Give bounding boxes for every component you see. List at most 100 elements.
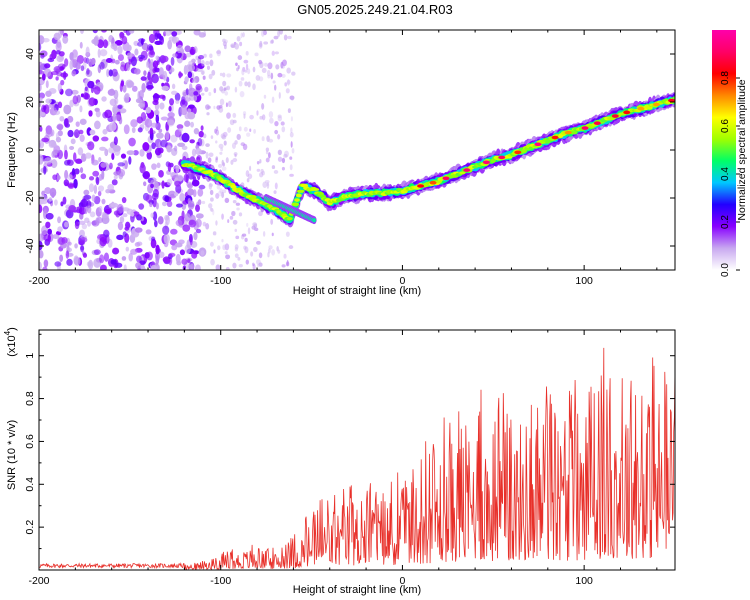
noise-blob (225, 254, 231, 260)
noise-blob (263, 94, 267, 99)
noise-blob (213, 105, 216, 110)
noise-blob (200, 69, 205, 75)
noise-blob (176, 260, 182, 266)
y-tick-label: 20 (24, 96, 36, 108)
noise-blob (221, 166, 227, 172)
noise-blob (152, 94, 161, 99)
noise-blob (117, 45, 123, 55)
noise-blob (88, 176, 95, 181)
noise-blob (66, 258, 73, 266)
noise-blob (140, 76, 147, 81)
noise-blob (112, 145, 121, 152)
noise-blob (214, 128, 217, 134)
track-peak (551, 135, 559, 140)
noise-blob (151, 73, 159, 84)
colorbar-axis: 0.0 0.2 0.4 0.6 0.8 (720, 71, 740, 277)
noise-blob (207, 157, 212, 163)
noise-blob (150, 58, 154, 68)
noise-blob (208, 92, 212, 96)
noise-blob (145, 106, 152, 114)
noise-blob (112, 113, 117, 123)
noise-blob (99, 254, 105, 264)
noise-blob (87, 141, 95, 151)
colorbar-tick-label: 0.4 (720, 167, 731, 181)
noise-blob (112, 247, 120, 255)
noise-blob (234, 43, 240, 50)
noise-blob (220, 147, 224, 152)
noise-blob (95, 110, 101, 118)
noise-blob (80, 244, 85, 253)
snr-scale-prefix: (x10 (6, 335, 18, 356)
noise-blob (80, 93, 84, 98)
noise-blob (176, 44, 184, 54)
colorbar-label: Normalized spectral amplitude (736, 79, 748, 220)
noise-blob (234, 244, 239, 250)
spectrogram-track (180, 92, 675, 228)
spectrogram-x-label: Height of straight line (km) (293, 285, 421, 297)
noise-blob (170, 228, 178, 235)
noise-blob (279, 30, 284, 35)
noise-blob (97, 48, 101, 59)
noise-blob (238, 212, 243, 217)
noise-blob (51, 49, 57, 60)
noise-blob (45, 221, 51, 229)
noise-blob (137, 127, 143, 133)
noise-blob (236, 133, 241, 141)
noise-blob (132, 149, 139, 156)
noise-blob (102, 128, 108, 135)
noise-blob (88, 183, 95, 193)
noise-blob (275, 64, 280, 70)
noise-blob (201, 200, 206, 205)
noise-blob (120, 153, 127, 159)
noise-blob (129, 30, 135, 34)
noise-blob (152, 60, 159, 69)
noise-blob (200, 125, 204, 131)
noise-blob (219, 72, 223, 77)
noise-blob (91, 194, 96, 202)
noise-blob (95, 217, 100, 226)
x-tick-label: -100 (210, 275, 231, 287)
noise-blob (45, 129, 53, 138)
noise-blob (138, 203, 145, 210)
noise-blob (255, 75, 261, 81)
noise-blob (268, 152, 271, 159)
noise-blob (184, 120, 191, 127)
noise-blob (225, 102, 228, 108)
noise-blob (136, 241, 143, 246)
noise-blob (66, 159, 74, 166)
noise-blob (202, 133, 207, 139)
noise-blob (175, 99, 180, 104)
noise-blob (82, 252, 88, 258)
noise-blob (119, 82, 123, 93)
noise-blob (224, 91, 229, 96)
noise-blob (117, 104, 123, 109)
noise-blob (85, 152, 92, 159)
noise-blob (126, 44, 132, 52)
noise-blob (290, 141, 293, 148)
noise-blob (158, 169, 164, 178)
noise-blob (290, 96, 295, 101)
track-peak (514, 150, 522, 155)
noise-blob (72, 95, 79, 105)
noise-blob (259, 115, 263, 120)
noise-blob (266, 135, 270, 142)
noise-blob (187, 111, 196, 120)
colorbar-gradient (712, 30, 736, 270)
snr-x-axis: -200 -100 0 100 (28, 330, 658, 587)
noise-blob (208, 182, 213, 190)
track-peak (564, 130, 572, 135)
track-peak (611, 114, 619, 118)
noise-blob (152, 99, 159, 106)
noise-blob (277, 149, 282, 156)
noise-blob (53, 66, 62, 73)
noise-blob (163, 233, 170, 244)
noise-blob (70, 89, 79, 95)
noise-blob (99, 146, 106, 151)
noise-blob (218, 143, 224, 149)
noise-blob (74, 221, 80, 230)
noise-blob (224, 251, 228, 255)
y-tick-label: 0 (24, 147, 36, 153)
noise-blob (87, 205, 92, 214)
noise-blob (43, 206, 48, 214)
noise-blob (75, 158, 83, 164)
